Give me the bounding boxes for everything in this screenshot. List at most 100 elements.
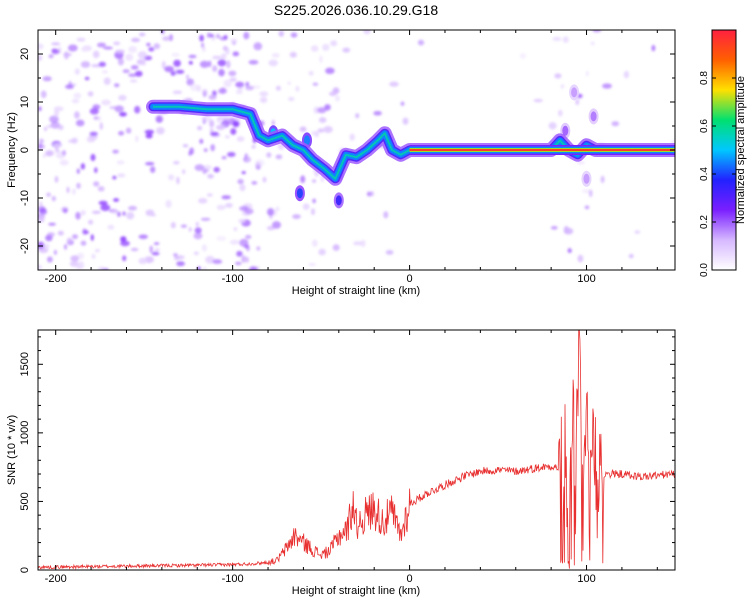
spectrogram-noise-blob <box>57 124 64 131</box>
spectrogram-y-tick-label: 20 <box>19 48 31 60</box>
spectrogram-noise-blob <box>107 224 115 230</box>
spectrogram-noise-blob <box>216 124 225 131</box>
spectrogram-noise-blob <box>135 135 139 143</box>
spectrogram-noise-blob <box>165 199 172 208</box>
spectrogram-noise-blob <box>120 240 130 247</box>
spectrogram-noise-blob <box>130 247 139 252</box>
spectrogram-noise-blob <box>138 257 147 265</box>
spectrogram-noise-blob <box>245 234 252 240</box>
spectrogram-noise-blob <box>201 115 212 123</box>
colorbar-tick-label: 0.2 <box>699 215 710 229</box>
spectrogram-noise-blob <box>385 250 394 255</box>
spectrogram-noise-blob <box>80 47 89 52</box>
spectrogram-noise-blob <box>417 39 425 46</box>
spectrogram-noise-blob <box>313 106 320 114</box>
spectrogram-noise-blob <box>73 92 82 99</box>
spectrogram-noise-blob <box>65 84 74 89</box>
spectrogram-noise-blob <box>577 254 584 263</box>
spectrogram-noise-blob <box>118 131 125 136</box>
spectrogram-noise-blob <box>39 201 43 207</box>
colorbar-tick-label: 0.0 <box>699 263 710 277</box>
spectrogram-noise-blob <box>602 83 612 89</box>
spectrogram-noise-blob <box>66 237 73 245</box>
spectrogram-noise-blob <box>176 261 185 267</box>
spectrogram-x-tick-label: 0 <box>407 273 413 285</box>
spectrogram-noise-blob <box>205 255 215 264</box>
spectrogram-noise-blob <box>210 131 219 136</box>
spectrogram-noise-blob <box>651 44 656 52</box>
spectrogram-noise-blob <box>193 251 199 256</box>
spectrogram-noise-blob <box>122 211 126 216</box>
spectrogram-noise-blob <box>275 154 283 160</box>
spectrogram-noise-blob <box>194 164 205 172</box>
spectrogram-blob-core <box>590 111 597 122</box>
spectrogram-noise-blob <box>94 167 98 174</box>
spectrogram-noise-blob <box>42 76 52 82</box>
spectrogram-noise-blob <box>70 255 79 262</box>
spectrogram-noise-blob <box>91 253 96 259</box>
spectrogram-y-tick-label: -20 <box>19 238 31 254</box>
spectrogram-noise-blob <box>243 31 250 40</box>
spectrogram-noise-blob <box>237 86 244 91</box>
spectrogram-noise-blob <box>575 98 580 106</box>
spectrogram-noise-blob <box>101 99 111 106</box>
spectrogram-noise-blob <box>182 169 186 175</box>
spectrogram-noise-blob <box>122 69 130 74</box>
spectrogram-noise-blob <box>115 49 125 54</box>
spectrogram-noise-blob <box>120 236 127 243</box>
spectrogram-noise-blob <box>48 222 56 226</box>
spectrogram-noise <box>38 30 675 270</box>
spectrogram-noise-blob <box>170 222 176 229</box>
spectrogram-noise-blob <box>275 206 280 212</box>
spectrogram-noise-blob <box>38 216 45 223</box>
spectrogram-noise-blob <box>80 240 87 246</box>
spectrogram-noise-blob <box>236 250 243 257</box>
spectrogram-noise-blob <box>188 54 197 59</box>
spectrogram-noise-blob <box>266 152 272 158</box>
spectrogram-noise-blob <box>80 61 91 68</box>
spectrogram-noise-blob <box>251 145 256 149</box>
spectrogram-noise-blob <box>199 60 210 68</box>
spectrogram-x-tick-label: -100 <box>222 273 244 285</box>
spectrogram-noise-blob <box>93 116 100 120</box>
spectrogram-noise-blob <box>552 36 562 41</box>
spectrogram-noise-blob <box>248 60 259 65</box>
spectrogram-noise-blob <box>370 191 374 197</box>
spectrogram-noise-blob <box>99 122 103 130</box>
spectrogram-noise-blob <box>329 91 337 97</box>
spectrogram-noise-blob <box>311 208 315 216</box>
spectrogram-noise-blob <box>146 42 151 47</box>
spectrogram-noise-blob <box>318 117 327 123</box>
spectrogram-noise-blob <box>229 77 237 82</box>
spectrogram-noise-blob <box>92 50 100 59</box>
spectrogram-noise-blob <box>103 77 111 85</box>
spectrogram-noise-blob <box>322 43 330 51</box>
spectrogram-noise-blob <box>193 232 203 240</box>
spectrogram-noise-blob <box>324 104 331 111</box>
spectrogram-noise-blob <box>210 144 215 152</box>
spectrogram-noise-blob <box>233 227 238 232</box>
spectrogram-noise-blob <box>230 38 238 43</box>
spectrogram-noise-blob <box>134 105 141 114</box>
snr-y-tick-label: 1000 <box>19 421 31 445</box>
spectrogram-noise-blob <box>125 127 132 134</box>
spectrogram-noise-blob <box>308 70 314 76</box>
spectrogram-noise-blob <box>114 105 124 113</box>
spectrogram-noise-blob <box>210 34 214 38</box>
spectrogram-noise-blob <box>590 41 595 46</box>
spectrogram-noise-blob <box>131 37 141 43</box>
spectrogram-noise-blob <box>330 40 338 47</box>
spectrogram-noise-blob <box>75 211 81 220</box>
spectrogram-noise-blob <box>232 51 240 57</box>
spectrogram-noise-blob <box>50 121 60 129</box>
spectrogram-noise-blob <box>97 186 105 192</box>
spectrogram-noise-blob <box>117 211 121 217</box>
spectrogram-noise-blob <box>349 133 355 141</box>
spectrogram-noise-blob <box>149 245 153 254</box>
spectrogram-noise-blob <box>76 182 81 189</box>
spectrogram-noise-blob <box>91 210 101 214</box>
spectrogram-blob-core <box>583 173 590 184</box>
spectrogram-noise-blob <box>63 52 72 57</box>
spectrogram-noise-blob <box>89 108 99 115</box>
